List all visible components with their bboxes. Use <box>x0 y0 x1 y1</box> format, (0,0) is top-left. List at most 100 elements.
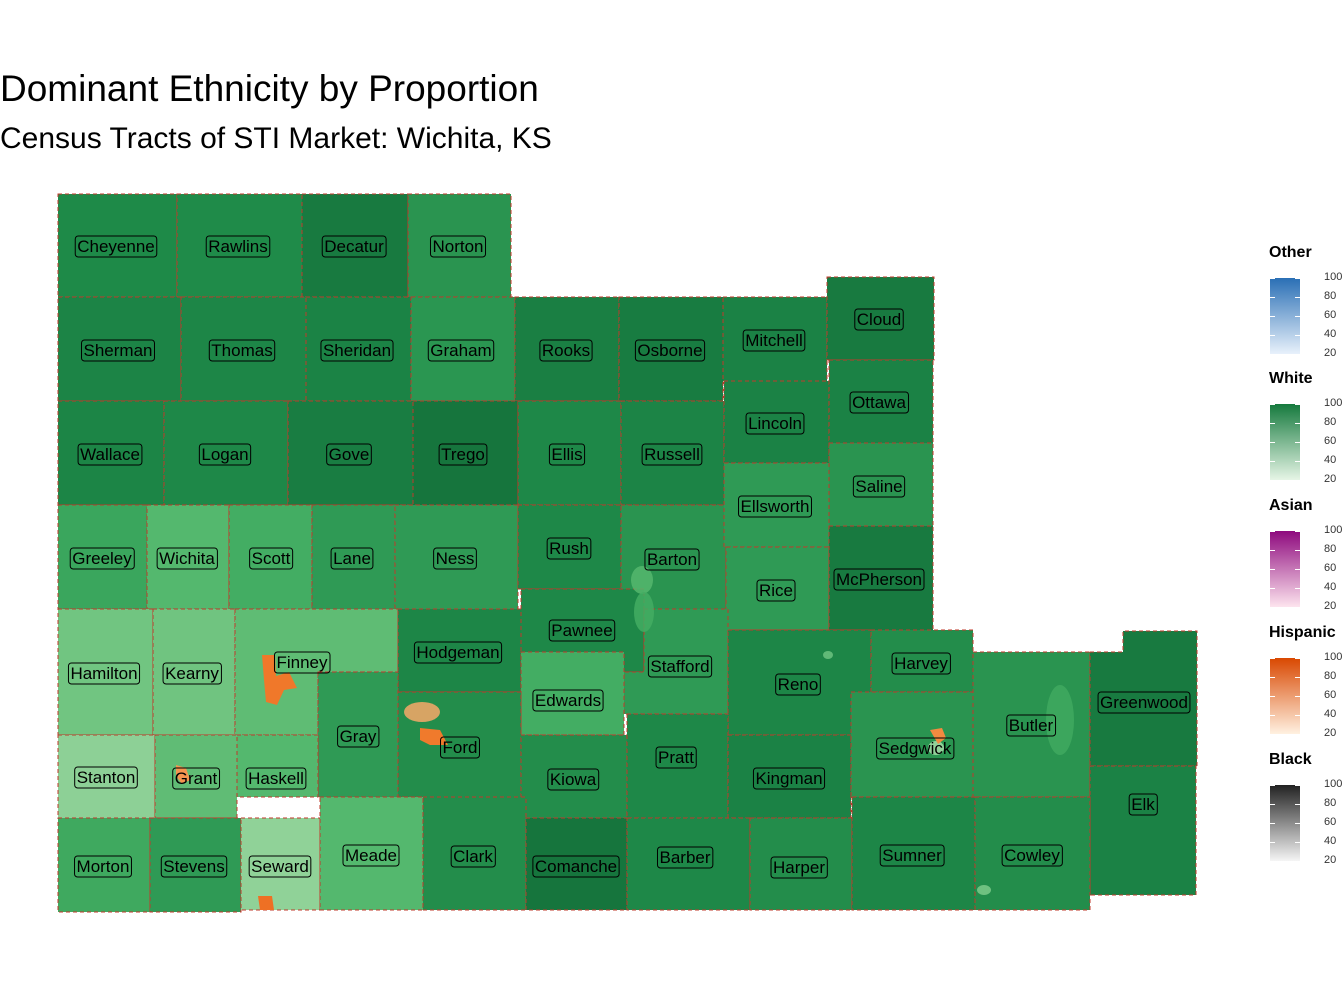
county-label-sedgwick: Sedgwick <box>876 737 955 760</box>
county-label-layer: Cheyenne Rawlins Decatur Norton Sherman Thoma… <box>67 235 1191 879</box>
legend-tick-mark <box>1270 278 1275 279</box>
county-label-text: Kiowa <box>550 770 597 789</box>
legend-tick-label: 20 <box>1324 600 1337 612</box>
legend-tick-mark <box>1295 480 1300 481</box>
legend-white: White 100 80 60 40 20 <box>1262 370 1344 485</box>
county-lincoln <box>723 380 830 464</box>
county-layer <box>57 193 1198 913</box>
county-label-text: Thomas <box>211 341 272 360</box>
county-label-box <box>321 235 387 258</box>
county-label-sherman: Sherman <box>81 339 155 362</box>
county-label-text: Greenwood <box>1100 693 1188 712</box>
county-label-rooks: Rooks <box>539 339 593 362</box>
legend-tick-mark <box>1270 658 1275 659</box>
county-decatur <box>301 193 409 298</box>
legend-tick-mark <box>1295 569 1300 570</box>
tract-spot <box>928 741 944 755</box>
county-label-text: Rush <box>549 539 589 558</box>
legend-tick-mark <box>1270 588 1275 589</box>
county-label-text: Haskell <box>248 769 304 788</box>
county-label-box <box>198 443 252 466</box>
county-label-box <box>655 746 697 769</box>
county-elk <box>1089 765 1197 896</box>
county-label-kearny: Kearny <box>162 662 222 685</box>
county-label-text: Ellsworth <box>741 497 810 516</box>
county-label-box <box>1006 714 1057 737</box>
county-label-text: Hodgeman <box>416 643 499 662</box>
hispanic-tract-grant <box>176 765 190 784</box>
legend-title: Black <box>1269 751 1312 768</box>
legend-tick-label: 80 <box>1324 670 1337 682</box>
county-label-text: Clark <box>453 847 493 866</box>
legend-tick-mark <box>1270 404 1275 405</box>
county-label-ellsworth: Ellsworth <box>738 495 812 518</box>
county-label-comanche: Comanche <box>532 855 620 878</box>
legend-tick-mark <box>1270 842 1275 843</box>
county-cloud <box>826 276 935 361</box>
county-label-box <box>532 855 620 878</box>
county-label-box <box>1128 793 1158 816</box>
county-label-text: Barton <box>647 550 697 569</box>
county-label-thomas: Thomas <box>208 339 276 362</box>
legend-title: Other <box>1269 244 1312 261</box>
legend-tick-mark <box>1295 842 1300 843</box>
county-label-text: Butler <box>1009 716 1054 735</box>
county-trego <box>412 400 519 506</box>
legend-tick-label: 40 <box>1324 835 1337 847</box>
county-label-box <box>342 844 400 867</box>
county-label-text: Stevens <box>163 857 224 876</box>
county-label-text: Morton <box>77 857 130 876</box>
legend-tick-label: 20 <box>1324 347 1337 359</box>
county-label-box <box>548 619 616 642</box>
legend-tick-mark <box>1270 607 1275 608</box>
county-label-box <box>745 412 805 435</box>
legend-tick-mark <box>1270 316 1275 317</box>
legend-tick-mark <box>1295 531 1300 532</box>
county-label-text: Comanche <box>535 857 617 876</box>
county-label-box <box>879 844 945 867</box>
county-label-box <box>69 547 135 570</box>
legend-tick-mark <box>1270 861 1275 862</box>
legend-tick-mark <box>1270 550 1275 551</box>
legend-tick-mark <box>1295 785 1300 786</box>
legend-tick-label: 100 <box>1324 271 1343 283</box>
county-label-box <box>532 689 604 712</box>
county-label-text: Rawlins <box>208 237 268 256</box>
county-label-box <box>438 443 488 466</box>
county-label-box <box>1097 691 1191 714</box>
tract-spot <box>977 885 991 895</box>
county-label-text: Greeley <box>72 549 132 568</box>
county-label-text: Grant <box>175 769 218 788</box>
county-label-wichita: Wichita <box>156 547 218 570</box>
county-label-kiowa: Kiowa <box>547 768 600 791</box>
county-label-box <box>742 329 806 352</box>
hispanic-tract-sedgwick <box>930 728 946 744</box>
legend-tick-label: 20 <box>1324 854 1337 866</box>
county-label-russell: Russell <box>641 443 703 466</box>
county-stevens <box>149 817 242 913</box>
county-label-box <box>205 235 271 258</box>
county-label-text: Pratt <box>658 748 694 767</box>
legend-tick-mark <box>1295 588 1300 589</box>
legend-hispanic: Hispanic 100 80 60 40 20 <box>1262 624 1344 739</box>
county-label-text: Pawnee <box>551 621 612 640</box>
county-graham <box>410 296 516 402</box>
legend-tick-label: 100 <box>1324 524 1343 536</box>
county-label-stanton: Stanton <box>74 766 138 789</box>
county-label-graham: Graham <box>427 339 495 362</box>
legend-tick-label: 20 <box>1324 727 1337 739</box>
legend-tick-mark <box>1270 423 1275 424</box>
county-stanton <box>57 734 156 819</box>
legend-tick-mark <box>1270 461 1275 462</box>
county-label-pratt: Pratt <box>655 746 697 769</box>
legend-title: Hispanic <box>1269 624 1336 641</box>
county-scott <box>228 504 313 610</box>
county-label-finney: Finney <box>273 651 331 674</box>
county-label-decatur: Decatur <box>321 235 387 258</box>
county-label-box <box>427 339 495 362</box>
county-label-text: Reno <box>778 675 819 694</box>
county-label-ellis: Ellis <box>548 443 586 466</box>
county-label-box <box>641 443 703 466</box>
county-label-text: Meade <box>345 846 397 865</box>
